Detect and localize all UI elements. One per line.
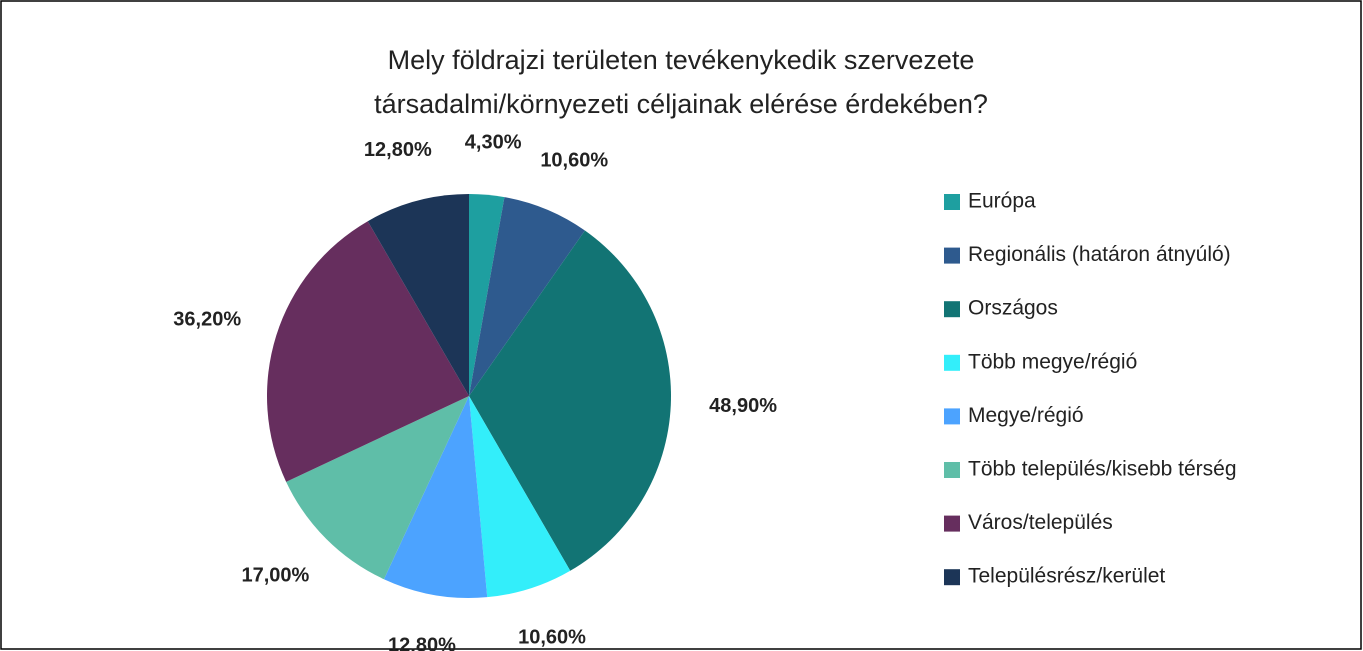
data-label: 10,60% (518, 626, 586, 648)
pie-slice (267, 221, 469, 482)
pie-slice (383, 396, 488, 599)
data-label: 12,80% (364, 139, 432, 161)
legend-label: Több település/kisebb térség (968, 458, 1237, 481)
legend-swatch (944, 194, 960, 210)
legend-swatch (944, 462, 960, 478)
pie-slice (286, 396, 469, 580)
legend-label: Országos (968, 297, 1058, 320)
data-label: 12,80% (388, 635, 456, 651)
legend-swatch (944, 354, 960, 371)
legend-swatch (944, 569, 960, 586)
pie-slice (469, 230, 671, 571)
data-label: 48,90% (709, 395, 777, 417)
data-label: 36,20% (173, 308, 241, 330)
pie-slice (367, 194, 469, 396)
data-label: 17,00% (242, 564, 310, 586)
legend-label: Több megye/régió (968, 350, 1137, 373)
pie-slice (469, 194, 505, 396)
chart-title: társadalmi/környezeti céljainak elérése … (374, 89, 988, 119)
pie-slice (469, 396, 571, 598)
chart-title: Mely földrajzi területen tevékenykedik s… (388, 45, 975, 75)
pie-slice (469, 197, 585, 396)
legend-swatch (944, 408, 960, 425)
data-label: 10,60% (540, 150, 608, 172)
legend-label: Megye/régió (968, 404, 1084, 427)
legend-label: Településrész/kerület (968, 565, 1165, 588)
legend-swatch (944, 247, 960, 264)
legend-label: Európa (968, 190, 1036, 213)
legend-swatch (944, 515, 960, 532)
legend-label: Regionális (határon átnyúló) (968, 243, 1231, 266)
legend-swatch (944, 301, 960, 318)
data-label: 4,30% (465, 131, 522, 153)
legend-label: Város/település (968, 511, 1113, 534)
